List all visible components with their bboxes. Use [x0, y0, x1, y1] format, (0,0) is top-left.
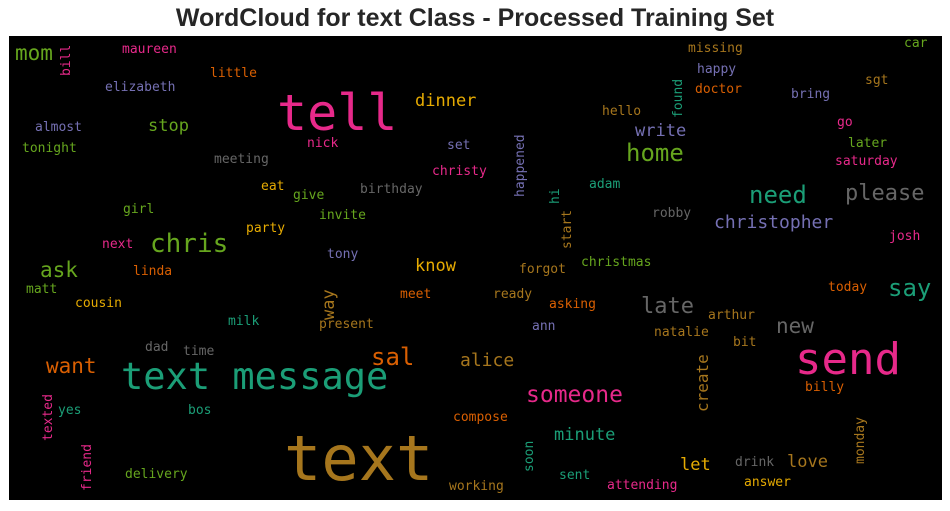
word-need: need	[749, 181, 807, 209]
word-chris: chris	[150, 229, 229, 259]
word-mom: mom	[15, 41, 53, 65]
word-please: please	[845, 181, 925, 206]
word-send: send	[795, 334, 901, 385]
word-later: later	[848, 136, 888, 151]
word-alice: alice	[460, 350, 515, 371]
word-party: party	[246, 221, 286, 236]
word-car: car	[904, 36, 928, 51]
word-adam: adam	[589, 177, 621, 192]
word-sal: sal	[371, 343, 415, 371]
word-milk: milk	[228, 314, 260, 329]
word-home: home	[626, 139, 684, 167]
word-monday: monday	[853, 417, 868, 464]
word-delivery: delivery	[125, 467, 188, 482]
word-answer: answer	[744, 475, 791, 490]
word-maureen: maureen	[122, 42, 177, 57]
word-time: time	[183, 344, 215, 359]
word-working: working	[449, 479, 504, 494]
word-natalie: natalie	[654, 325, 709, 340]
word-way: way	[319, 289, 339, 320]
word-someone: someone	[526, 382, 623, 408]
word-attending: attending	[607, 478, 678, 493]
word-matt: matt	[26, 282, 58, 297]
word-compose: compose	[453, 410, 508, 425]
word-almost: almost	[35, 120, 82, 135]
word-new: new	[776, 314, 814, 338]
word-love: love	[787, 452, 828, 472]
word-nick: nick	[307, 136, 339, 151]
word-minute: minute	[554, 425, 616, 445]
word-linda: linda	[133, 264, 173, 279]
word-elizabeth: elizabeth	[105, 80, 176, 95]
word-give: give	[293, 188, 325, 203]
word-present: present	[319, 317, 374, 332]
word-ann: ann	[532, 319, 556, 334]
word-josh: josh	[889, 229, 921, 244]
word-arthur: arthur	[708, 308, 755, 323]
word-tonight: tonight	[22, 141, 77, 156]
word-happened: happened	[513, 134, 528, 197]
word-start: start	[560, 209, 575, 249]
word-late: late	[641, 294, 694, 319]
word-write: write	[635, 121, 687, 141]
wordcloud-canvas: text text message tell send chris someone need…	[9, 36, 942, 500]
word-create: create	[693, 354, 712, 412]
word-say: say	[888, 274, 932, 302]
word-sgt: sgt	[865, 73, 889, 88]
word-today: today	[828, 280, 868, 295]
word-text-message: text message	[121, 355, 389, 398]
word-birthday: birthday	[360, 182, 423, 197]
word-dinner: dinner	[415, 91, 477, 111]
word-invite: invite	[319, 208, 366, 223]
word-stop: stop	[148, 116, 189, 136]
word-meet: meet	[400, 287, 432, 302]
word-doctor: doctor	[695, 82, 742, 97]
word-set: set	[447, 138, 471, 153]
word-hello: hello	[602, 104, 642, 119]
word-soon: soon	[522, 440, 537, 472]
word-christmas: christmas	[581, 255, 652, 270]
word-robby: robby	[652, 206, 692, 221]
word-dad: dad	[145, 340, 169, 355]
word-eat: eat	[261, 179, 285, 194]
word-billy: billy	[805, 380, 845, 395]
word-asking: asking	[549, 297, 596, 312]
word-bos: bos	[188, 403, 212, 418]
word-tell: tell	[277, 84, 398, 142]
word-happy: happy	[697, 62, 737, 77]
word-girl: girl	[123, 202, 155, 217]
word-hi: hi	[548, 188, 563, 204]
word-christopher: christopher	[714, 212, 834, 233]
word-found: found	[671, 78, 686, 118]
word-ready: ready	[493, 287, 533, 302]
word-texted: texted	[41, 394, 56, 441]
word-go: go	[837, 115, 853, 130]
word-bit: bit	[733, 335, 757, 350]
word-let: let	[680, 455, 711, 475]
word-next: next	[102, 237, 134, 252]
word-drink: drink	[735, 455, 775, 470]
word-bill: bill	[59, 44, 74, 76]
word-forgot: forgot	[519, 262, 566, 277]
word-sent: sent	[559, 468, 591, 483]
word-yes: yes	[58, 403, 82, 418]
word-text: text	[284, 422, 434, 495]
word-cousin: cousin	[75, 296, 122, 311]
word-ask: ask	[40, 258, 78, 282]
word-saturday: saturday	[835, 154, 898, 169]
word-know: know	[415, 256, 456, 276]
word-bring: bring	[791, 87, 831, 102]
word-missing: missing	[688, 41, 743, 56]
word-meeting: meeting	[214, 152, 269, 167]
chart-title: WordCloud for text Class - Processed Tra…	[175, 4, 775, 32]
word-christy: christy	[432, 164, 487, 179]
word-want: want	[46, 354, 97, 378]
word-little: little	[210, 66, 257, 81]
word-friend: friend	[80, 444, 95, 491]
word-tony: tony	[327, 247, 359, 262]
